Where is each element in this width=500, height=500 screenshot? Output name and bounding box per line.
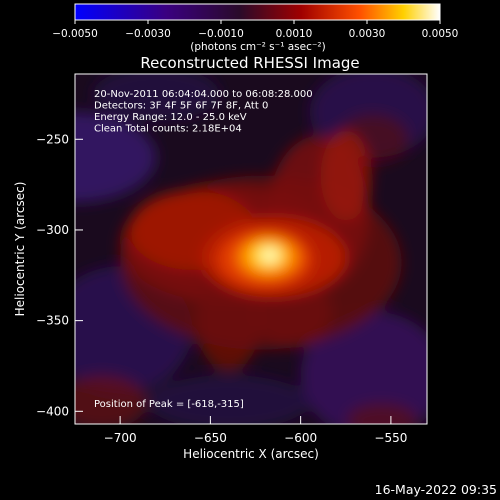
info-text-block: 20-Nov-2011 06:04:04.000 to 06:08:28.000…: [94, 89, 313, 135]
heatmap-image: [75, 74, 427, 424]
info-line: Detectors: 3F 4F 5F 6F 7F 8F, Att 0: [94, 101, 268, 112]
y-axis-ticks: −250 −300 −350 −400: [36, 132, 83, 418]
colorbar-tick-label: −0.0010: [198, 28, 244, 40]
emission-region: [320, 130, 372, 221]
y-tick-label: −300: [36, 223, 69, 237]
x-axis-label: Heliocentric X (arcsec): [183, 447, 319, 461]
emission-region: [147, 375, 310, 424]
emission-region: [260, 248, 279, 263]
x-tick-label: −600: [284, 431, 317, 445]
emission-region: [345, 402, 418, 424]
y-axis-label: Heliocentric Y (arcsec): [13, 182, 27, 317]
info-line: Clean Total counts: 2.18E+04: [94, 124, 242, 135]
footer-timestamp: 16-May-2022 09:35: [375, 482, 497, 497]
emission-region: [75, 112, 157, 203]
info-line: Energy Range: 12.0 - 25.0 keV: [94, 112, 247, 123]
emission-region: [300, 311, 427, 424]
y-tick-label: −400: [36, 404, 69, 418]
y-tick-label: −250: [36, 132, 69, 146]
colorbar-tick-label: −0.0030: [125, 28, 171, 40]
x-axis-ticks: −700 −650 −600 −550: [104, 416, 407, 445]
x-tick-label: −550: [374, 431, 407, 445]
x-tick-label: −700: [104, 431, 137, 445]
plot-area: [75, 74, 427, 424]
peak-position-label: Position of Peak = [-618,-315]: [94, 399, 244, 410]
colorbar-gradient: [74, 3, 441, 21]
colorbar-tick-label: −0.0050: [52, 28, 98, 40]
emission-region: [93, 74, 220, 122]
colorbar-tick-label: 0.0050: [422, 28, 459, 40]
plot-frame: [74, 73, 428, 425]
y-tick-label: −350: [36, 314, 69, 328]
colorbar-ticks: −0.0050 −0.0030 −0.0010 0.0010 0.0030 0.0050: [52, 20, 458, 40]
x-tick-label: −650: [194, 431, 227, 445]
colorbar-tick-label: 0.0030: [349, 28, 386, 40]
emission-region: [195, 269, 261, 372]
info-line: 20-Nov-2011 06:04:04.000 to 06:08:28.000: [94, 89, 313, 100]
colorbar-unit-label: (photons cm⁻² s⁻¹ asec⁻²): [190, 41, 325, 53]
chart-title: Reconstructed RHESSI Image: [140, 54, 359, 72]
emission-region: [75, 375, 148, 424]
colorbar-tick-label: 0.0010: [276, 28, 313, 40]
colorbar: −0.0050 −0.0030 −0.0010 0.0010 0.0030 0.0050 …: [52, 3, 458, 53]
